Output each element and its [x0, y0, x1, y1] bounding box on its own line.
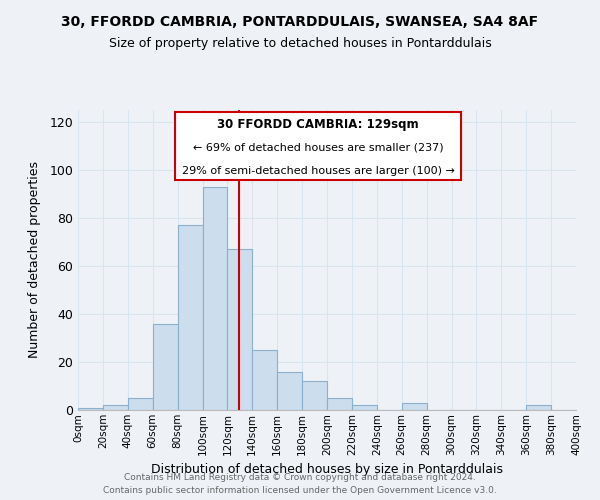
Text: ← 69% of detached houses are smaller (237): ← 69% of detached houses are smaller (23… — [193, 142, 443, 152]
Text: 30 FFORDD CAMBRIA: 129sqm: 30 FFORDD CAMBRIA: 129sqm — [217, 118, 419, 132]
Bar — [152, 324, 178, 410]
Bar — [128, 398, 153, 410]
Text: 30, FFORDD CAMBRIA, PONTARDDULAIS, SWANSEA, SA4 8AF: 30, FFORDD CAMBRIA, PONTARDDULAIS, SWANS… — [61, 15, 539, 29]
Bar — [277, 372, 302, 410]
Bar — [178, 225, 203, 410]
Text: 29% of semi-detached houses are larger (100) →: 29% of semi-detached houses are larger (… — [182, 166, 455, 176]
Bar — [253, 350, 277, 410]
Text: Size of property relative to detached houses in Pontarddulais: Size of property relative to detached ho… — [109, 38, 491, 51]
Bar — [302, 381, 327, 410]
Bar — [103, 405, 128, 410]
X-axis label: Distribution of detached houses by size in Pontarddulais: Distribution of detached houses by size … — [151, 463, 503, 476]
Y-axis label: Number of detached properties: Number of detached properties — [28, 162, 41, 358]
Text: Contains HM Land Registry data © Crown copyright and database right 2024.: Contains HM Land Registry data © Crown c… — [124, 472, 476, 482]
Bar — [78, 408, 103, 410]
Bar — [327, 398, 352, 410]
Bar — [203, 187, 227, 410]
Bar — [402, 403, 427, 410]
FancyBboxPatch shape — [175, 112, 461, 180]
Bar — [352, 405, 377, 410]
Bar — [227, 249, 253, 410]
Text: Contains public sector information licensed under the Open Government Licence v3: Contains public sector information licen… — [103, 486, 497, 495]
Bar — [526, 405, 551, 410]
